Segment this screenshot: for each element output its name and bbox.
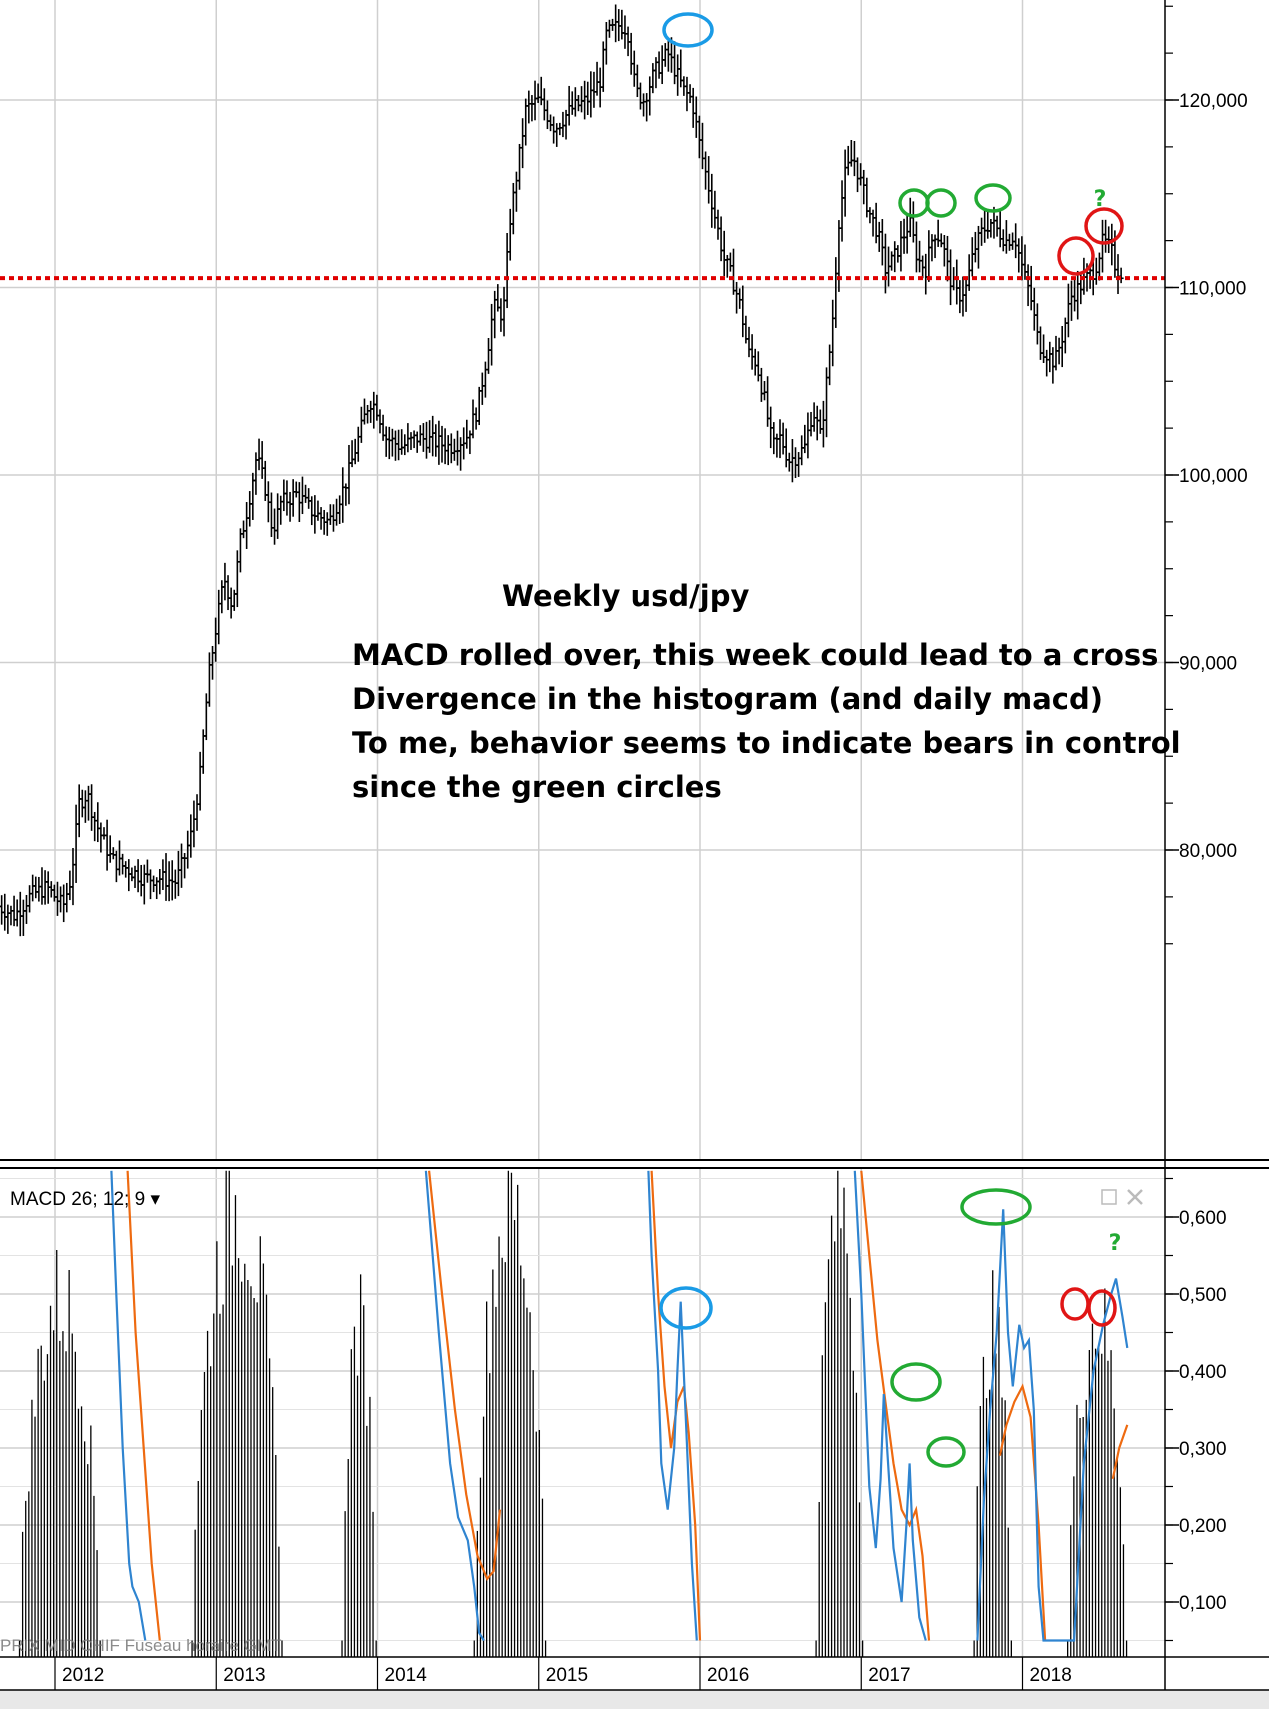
macd-indicator-label[interactable]: MACD 26; 12; 9 ▾ xyxy=(10,1189,160,1210)
circle-red xyxy=(1084,207,1124,245)
x-tick-label: 2012 xyxy=(62,1665,104,1686)
macd-line xyxy=(110,1170,1129,1642)
circle-green-macd xyxy=(890,1362,942,1402)
question-mark: ? xyxy=(1109,1231,1122,1256)
y-tick-label: 110,000 xyxy=(1179,279,1246,300)
macd-y-tick-label: 0,300 xyxy=(1179,1439,1227,1460)
panel-close-icon xyxy=(1127,1189,1143,1205)
macd-y-tick-label: 0,500 xyxy=(1179,1285,1227,1306)
y-tick-label: 80,000 xyxy=(1179,841,1237,862)
macd-signal-line xyxy=(126,1170,1129,1641)
annotation-line: To me, behavior seems to indicate bears … xyxy=(352,726,1181,760)
circle-red-macd xyxy=(1087,1289,1117,1327)
bottom-strip xyxy=(0,1690,1269,1709)
circle-green xyxy=(974,183,1012,213)
panel-restore-icon xyxy=(1101,1189,1117,1205)
x-tick-label: 2015 xyxy=(546,1665,588,1686)
circle-blue-macd xyxy=(659,1286,713,1330)
circle-blue-top xyxy=(662,12,714,48)
footer-text: PRIX MID CHIF Fuseau horaire GMT xyxy=(0,1636,282,1655)
x-tick-label: 2018 xyxy=(1030,1665,1072,1686)
y-tick-label: 90,000 xyxy=(1179,654,1237,675)
annotation-line: since the green circles xyxy=(352,770,722,804)
macd-y-tick-label: 0,200 xyxy=(1179,1516,1227,1537)
circle-green-macd xyxy=(960,1188,1032,1226)
y-tick-label: 120,000 xyxy=(1179,91,1248,112)
x-tick-label: 2013 xyxy=(223,1665,265,1686)
macd-y-tick-label: 0,100 xyxy=(1179,1593,1227,1614)
histogram-group xyxy=(18,1170,1128,1657)
x-tick-label: 2014 xyxy=(385,1665,428,1686)
circle-red xyxy=(1057,236,1095,276)
x-tick-label: 2016 xyxy=(707,1665,749,1686)
annotation-line: MACD rolled over, this week could lead t… xyxy=(352,638,1159,672)
annotation-title: Weekly usd/jpy xyxy=(502,579,750,613)
circle-green-macd xyxy=(926,1436,966,1468)
macd-y-tick-label: 0,600 xyxy=(1179,1208,1227,1229)
candles-group xyxy=(0,4,1124,937)
annotation-body: MACD rolled over, this week could lead t… xyxy=(352,633,1181,809)
circle-green xyxy=(925,188,957,218)
question-mark: ? xyxy=(1094,187,1107,212)
y-tick-label: 100,000 xyxy=(1179,466,1248,487)
macd-y-tick-label: 0,400 xyxy=(1179,1362,1227,1383)
x-tick-label: 2017 xyxy=(868,1665,910,1686)
annotation-line: Divergence in the histogram (and daily m… xyxy=(352,682,1103,716)
